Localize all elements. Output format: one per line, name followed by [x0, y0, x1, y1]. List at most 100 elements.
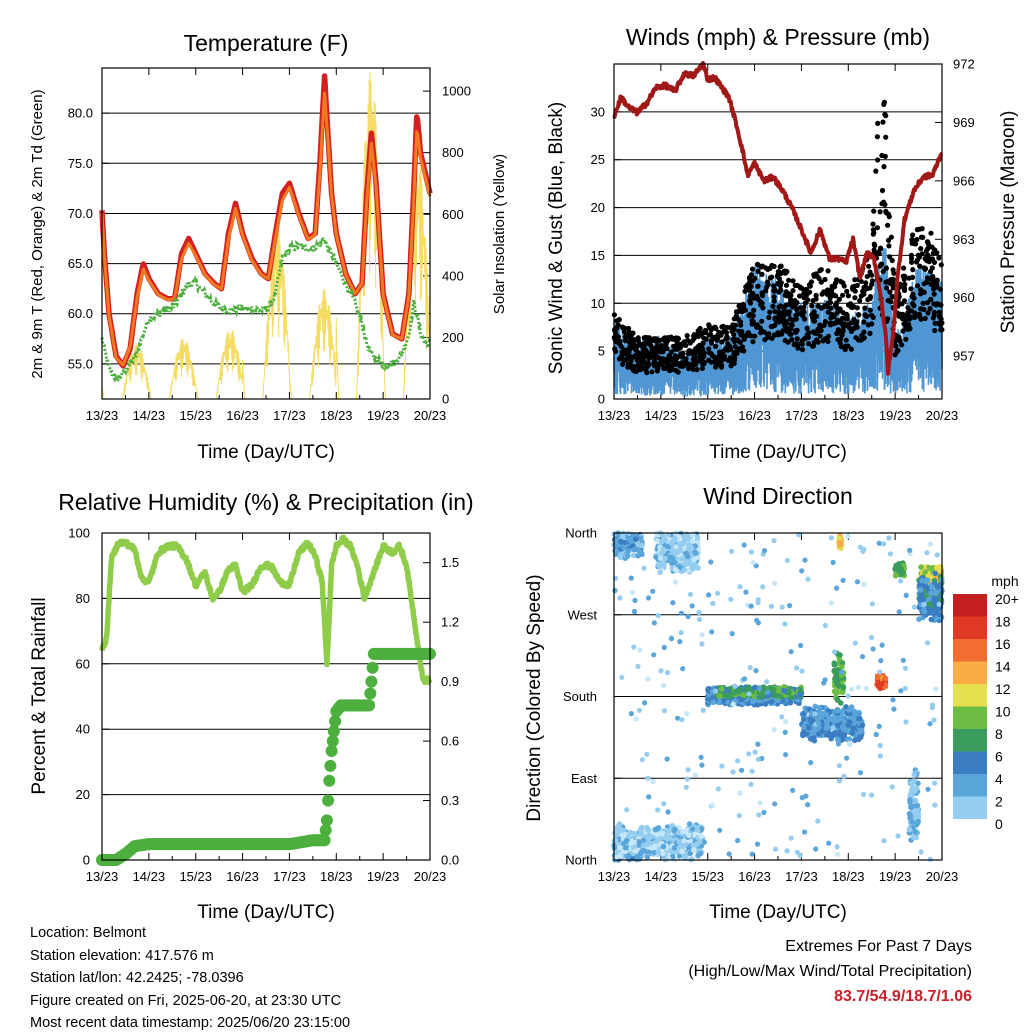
gust-point: [674, 346, 680, 352]
wd-point: [690, 826, 696, 832]
wd-ylabel: Direction (Colored By Speed): [524, 574, 545, 821]
rh-y2tick-label: 1.2: [441, 615, 459, 630]
gust-point: [854, 282, 860, 288]
wd-point: [716, 693, 723, 699]
gust-point: [919, 226, 925, 232]
gust-point: [790, 317, 796, 323]
gust-point: [879, 152, 885, 159]
wd-point: [672, 826, 678, 833]
wd-point: [655, 807, 661, 813]
wd-point: [908, 787, 915, 794]
wd-point: [908, 780, 914, 786]
wd-point: [916, 616, 922, 622]
gust-point: [909, 259, 915, 265]
gust-point: [889, 293, 895, 300]
gust-point: [818, 305, 825, 311]
wd-point: [779, 604, 785, 610]
gust-point: [881, 101, 887, 107]
wd-point: [749, 851, 755, 857]
gust-point: [750, 290, 756, 297]
gust-point: [892, 352, 898, 358]
gust-point: [693, 359, 699, 366]
wd-point: [898, 688, 904, 694]
gust-point: [614, 318, 620, 324]
wd-point: [639, 757, 645, 763]
wd-point: [907, 797, 913, 803]
gust-point: [843, 343, 849, 349]
gust-point: [719, 339, 725, 345]
wd-legend-label: 12: [995, 681, 1011, 697]
gust-point: [713, 364, 719, 370]
wd-point: [836, 763, 843, 769]
rh-xtick-label: 17/23: [273, 869, 306, 884]
temp-xtick-label: 18/23: [320, 408, 353, 423]
gust-point: [884, 285, 890, 291]
wd-point: [669, 560, 675, 566]
wd-legend-label: 18: [995, 614, 1011, 630]
wd-panel: Wind Direction 13/23 14/23 15/23 16/23 17/23…: [524, 483, 1019, 923]
wd-point: [636, 548, 643, 554]
gust-point: [699, 365, 706, 371]
wd-point: [754, 617, 760, 623]
wd-point: [694, 534, 701, 541]
wd-point: [637, 535, 644, 542]
wd-point: [814, 716, 820, 722]
gust-point: [825, 333, 832, 339]
wd-point: [624, 854, 630, 860]
wd-point: [789, 694, 796, 701]
gust-point: [786, 311, 792, 317]
gust-point: [838, 344, 844, 350]
gust-point: [689, 338, 696, 344]
wd-point: [698, 833, 705, 840]
wd-point: [653, 554, 659, 560]
temp-xlabel: Time (Day/UTC): [197, 442, 335, 463]
wd-point: [641, 565, 647, 571]
wd-point: [618, 538, 624, 545]
gust-point: [901, 287, 908, 293]
wd-point: [617, 595, 623, 601]
gust-point: [711, 334, 717, 340]
wd-point: [661, 644, 667, 651]
wd-point: [726, 851, 732, 857]
wd-point: [922, 569, 928, 575]
gust-point: [825, 288, 831, 294]
wd-point: [664, 756, 670, 762]
precip-point: [322, 794, 335, 807]
gust-point: [630, 341, 636, 347]
gust-point: [850, 304, 856, 310]
wd-point: [855, 715, 862, 722]
gust-point: [767, 309, 773, 315]
wd-point: [815, 818, 821, 824]
wd-point: [666, 828, 672, 834]
wd-point: [616, 844, 623, 851]
rh-xtick-label: 13/23: [86, 869, 119, 884]
wd-point: [652, 826, 659, 833]
gust-point: [920, 300, 926, 306]
wd-point: [896, 568, 902, 575]
precip-point: [327, 725, 340, 738]
wd-ytick-label: East: [571, 771, 597, 786]
temp-ylabel: 2m & 9m T (Red, Orange) & 2m Td (Green): [29, 89, 46, 378]
wd-point: [730, 769, 736, 775]
wd-point: [628, 711, 635, 717]
gust-point: [804, 325, 810, 331]
wd-point: [644, 854, 651, 860]
wd-point: [637, 647, 643, 653]
gust-point: [755, 268, 761, 274]
wind-xtick-label: 13/23: [598, 408, 631, 423]
wd-point: [808, 736, 814, 742]
wd-legend-swatch: [953, 729, 987, 752]
wd-point: [878, 658, 884, 664]
gust-point: [778, 263, 784, 269]
wd-point: [660, 851, 666, 857]
wd-point: [716, 699, 722, 706]
gust-point: [679, 360, 685, 366]
gust-point: [746, 312, 752, 319]
gust-point: [731, 331, 737, 338]
gust-point: [903, 322, 909, 329]
gust-point: [865, 296, 871, 303]
gust-point: [829, 283, 835, 290]
wd-point: [633, 536, 639, 542]
gust-point: [879, 201, 885, 207]
wd-point: [710, 600, 716, 607]
